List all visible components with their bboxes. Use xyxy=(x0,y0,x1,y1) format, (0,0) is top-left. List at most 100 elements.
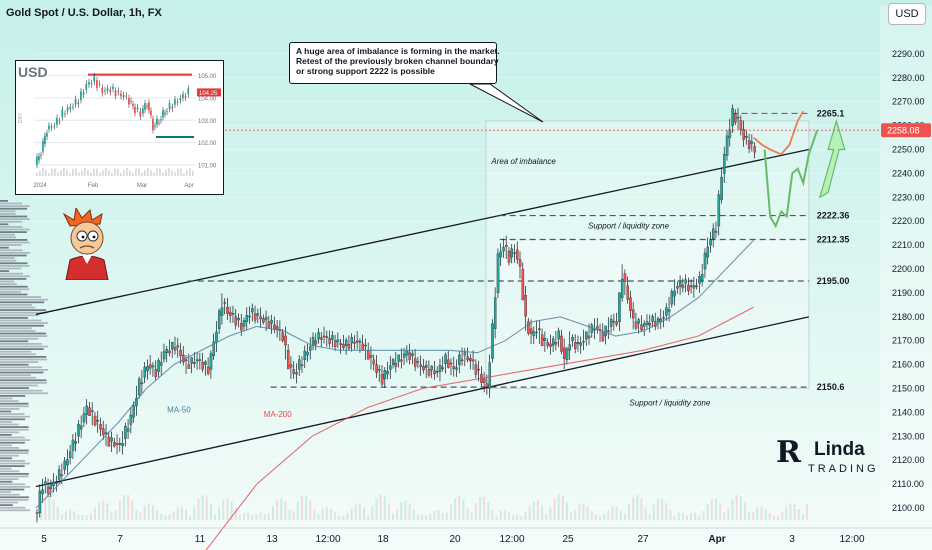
volume-bar xyxy=(247,512,250,520)
volume-bar xyxy=(280,498,283,520)
y-tick-label: 2220.00 xyxy=(892,216,925,226)
candle-body xyxy=(422,366,425,371)
current-price-tag[interactable] xyxy=(881,123,931,138)
candle-body xyxy=(747,140,751,149)
volume-profile-bar xyxy=(0,226,23,228)
volume-bar xyxy=(640,498,643,520)
x-tick-label: 11 xyxy=(195,534,206,545)
inset-volume-bar xyxy=(66,170,68,176)
volume-profile-bar xyxy=(0,460,26,462)
volume-profile-bar xyxy=(0,499,29,501)
volume-profile-bar xyxy=(0,493,20,496)
candle-body xyxy=(218,310,221,329)
series-ma-200 xyxy=(205,306,754,550)
candle-body xyxy=(149,364,152,369)
candle-body xyxy=(71,439,75,451)
candle-body xyxy=(328,338,331,344)
volume-bar xyxy=(619,511,622,520)
candle-body xyxy=(143,366,146,378)
candle-body xyxy=(678,282,682,287)
volume-bar xyxy=(52,499,55,520)
candle-body xyxy=(618,292,621,322)
y-tick-label: 2230.00 xyxy=(892,192,925,202)
volume-bar xyxy=(495,515,498,520)
volume-bar xyxy=(545,513,548,520)
inset-candle-body xyxy=(40,155,42,156)
inset-x-tick: Mar xyxy=(137,183,147,189)
volume-bar xyxy=(176,507,179,520)
volume-bar xyxy=(396,508,399,520)
candle-body xyxy=(698,275,701,284)
inset-volume-bar xyxy=(102,170,104,176)
volume-bar xyxy=(727,508,730,520)
candle-body xyxy=(182,354,185,363)
volume-bar xyxy=(441,512,444,520)
candle-body xyxy=(527,321,530,334)
volume-bar xyxy=(714,498,717,520)
candle-body xyxy=(441,367,445,369)
currency-button[interactable]: USD xyxy=(888,3,926,25)
inset-candle-body xyxy=(112,86,114,90)
inset-candle-body xyxy=(74,99,77,105)
callout-line-2: Retest of the previously broken channel … xyxy=(296,56,499,66)
candle-body xyxy=(96,420,100,422)
volume-bar xyxy=(292,511,295,520)
candle-body xyxy=(66,459,69,466)
candle-body xyxy=(215,331,218,343)
volume-bar xyxy=(358,503,361,520)
candle-body xyxy=(99,424,102,430)
volume-profile-bar xyxy=(0,501,19,504)
candle-body xyxy=(184,359,188,362)
volume-bar xyxy=(528,505,531,520)
imbalance-callout: A huge area of imbalance is forming in t… xyxy=(289,42,500,84)
candle-body xyxy=(253,313,257,321)
annotation-ma-50: MA-50 xyxy=(167,405,191,414)
candle-body xyxy=(364,344,367,347)
volume-bar xyxy=(118,500,121,520)
candle-body xyxy=(264,317,268,321)
inset-candle-body xyxy=(72,106,74,108)
candle-body xyxy=(687,284,690,292)
candle-body xyxy=(193,362,196,364)
inset-volume-bar xyxy=(183,173,185,176)
volume-bar xyxy=(44,498,47,520)
candle-body xyxy=(695,285,698,287)
volume-bar xyxy=(437,509,440,520)
volume-bar xyxy=(599,515,602,520)
inset-candle-body xyxy=(69,106,72,110)
inset-candle-body xyxy=(106,88,109,91)
inset-candle-body xyxy=(134,106,136,114)
volume-profile-bar xyxy=(0,389,43,392)
volume-bar xyxy=(565,502,568,520)
inset-volume-bar xyxy=(132,172,134,176)
volume-profile-bar xyxy=(0,233,16,236)
volume-bar xyxy=(379,494,382,520)
candle-body xyxy=(300,364,304,366)
volume-bar xyxy=(218,506,221,520)
inset-candle-body xyxy=(184,96,187,98)
candle-body xyxy=(449,362,453,365)
volume-profile-bar xyxy=(0,257,15,259)
volume-profile-bar xyxy=(0,418,26,421)
inset-volume-bar xyxy=(165,170,167,176)
volume-bar xyxy=(743,502,746,520)
volume-bar xyxy=(404,500,407,520)
volume-bar xyxy=(73,511,76,520)
candle-body xyxy=(488,362,491,389)
candle-body xyxy=(714,230,718,233)
volume-bar xyxy=(590,511,593,520)
candle-body xyxy=(223,302,227,304)
candle-body xyxy=(137,378,141,396)
volume-profile-bar xyxy=(0,509,30,512)
inset-volume-bar xyxy=(156,168,158,176)
candle-body xyxy=(46,486,50,494)
inset-candle-body xyxy=(58,121,61,122)
inset-volume-bar xyxy=(141,172,143,176)
inset-volume-bar xyxy=(99,172,101,176)
character-icon xyxy=(62,208,109,280)
candle-body xyxy=(546,342,549,346)
volume-bar xyxy=(644,506,647,520)
volume-profile-bar xyxy=(0,488,25,491)
